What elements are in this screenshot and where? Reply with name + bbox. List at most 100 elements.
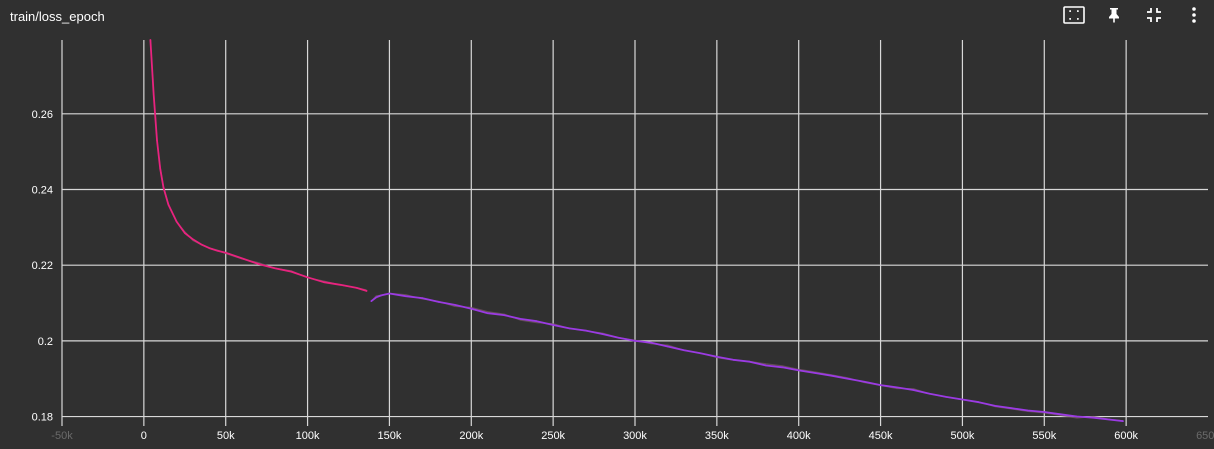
series-point: [375, 296, 378, 299]
series-point: [683, 349, 685, 352]
series-point: [536, 320, 538, 323]
series-line[interactable]: [370, 292, 1124, 422]
chart-title: train/loss_epoch: [10, 9, 105, 24]
x-tick-label: 0: [141, 430, 147, 442]
series-point: [797, 369, 800, 372]
series-point: [370, 300, 373, 302]
y-tick-label: 0.26: [32, 109, 53, 121]
series-point: [306, 276, 309, 279]
series-point: [355, 287, 358, 289]
series-point: [437, 301, 440, 303]
series-point: [552, 324, 554, 326]
fit-to-data-icon: [1063, 5, 1085, 29]
series-point: [978, 401, 980, 404]
series-point: [454, 304, 456, 306]
series-point: [200, 243, 202, 246]
series-point: [814, 372, 816, 374]
x-tick-label: -50k: [51, 430, 73, 442]
series-point: [519, 318, 522, 320]
axis-tick-labels: -50k 0 50k 100k 150k 200k 250k 300k 350k 400k 450k…: [32, 109, 1214, 442]
more-options-icon: [1191, 6, 1197, 29]
series-point: [224, 251, 227, 254]
series-point: [1122, 420, 1124, 422]
y-tick-label: 0.24: [32, 184, 53, 196]
x-tick-label: 250k: [541, 430, 565, 442]
x-tick-label: 200k: [459, 430, 483, 442]
x-tick-label: 500k: [950, 430, 974, 442]
x-tick-label: 350k: [705, 430, 729, 442]
more-options-button[interactable]: [1174, 0, 1214, 34]
series-point: [1109, 418, 1111, 421]
series-point: [216, 250, 219, 252]
x-tick-label: 150k: [377, 430, 401, 442]
series-point: [863, 380, 865, 383]
series-point: [241, 257, 243, 260]
series-point: [601, 333, 604, 335]
series-point: [1010, 407, 1013, 410]
series-point: [666, 345, 669, 348]
x-tick-label: 450k: [869, 430, 893, 442]
series-point: [167, 203, 170, 206]
series-point: [847, 377, 849, 380]
grid-lines: [61, 40, 1208, 426]
series-point: [274, 267, 276, 270]
series-point: [961, 398, 964, 401]
series-point: [339, 284, 342, 286]
series-point: [912, 389, 915, 391]
fit-to-data-button[interactable]: [1054, 0, 1094, 34]
series-point: [1043, 411, 1046, 413]
series-point: [421, 297, 424, 299]
series-point: [405, 295, 407, 298]
series-point: [175, 220, 178, 223]
x-tick-label: 600k: [1114, 430, 1138, 442]
series-point: [1059, 413, 1062, 416]
series-point: [323, 281, 325, 284]
y-tick-label: 0.18: [32, 412, 53, 424]
series-point: [879, 384, 882, 386]
series-point: [159, 167, 161, 170]
series-point: [1092, 416, 1095, 419]
series-point: [192, 238, 194, 241]
series-point: [945, 396, 947, 398]
series-point: [634, 340, 636, 342]
series-point: [152, 94, 155, 96]
x-tick-label: 50k: [217, 430, 235, 442]
series-point: [732, 359, 734, 361]
series-point: [765, 364, 767, 367]
x-tick-label: 650k: [1196, 430, 1214, 442]
series-point: [585, 329, 587, 332]
series-point: [470, 307, 473, 310]
series-point: [650, 341, 653, 344]
series-point: [156, 139, 158, 142]
series-point: [928, 393, 931, 395]
series-point: [699, 352, 702, 355]
series-point: [748, 360, 751, 363]
series-point: [781, 366, 784, 369]
series-point: [617, 337, 620, 339]
series-point: [388, 292, 391, 295]
series-point: [290, 270, 293, 273]
collapse-button[interactable]: [1134, 0, 1174, 34]
series-point: [830, 374, 833, 377]
series-point: [365, 290, 368, 292]
series-point: [1076, 415, 1078, 418]
series-point: [162, 186, 165, 189]
series-point: [149, 39, 152, 41]
x-tick-label: 550k: [1032, 430, 1056, 442]
pin-button[interactable]: [1094, 0, 1134, 34]
series-point: [1027, 409, 1029, 412]
series-point: [568, 327, 571, 330]
collapse-icon: [1146, 7, 1162, 28]
x-tick-label: 400k: [787, 430, 811, 442]
chart-toolbar: [1054, 0, 1214, 34]
series-point: [208, 247, 211, 249]
x-tick-label: 300k: [623, 430, 647, 442]
series-point: [896, 386, 898, 389]
pin-icon: [1107, 7, 1121, 28]
series-line[interactable]: [149, 39, 368, 292]
series-point: [486, 312, 489, 315]
series-point: [257, 263, 260, 265]
series-raw-line: [149, 39, 367, 291]
y-tick-label: 0.22: [32, 260, 53, 272]
